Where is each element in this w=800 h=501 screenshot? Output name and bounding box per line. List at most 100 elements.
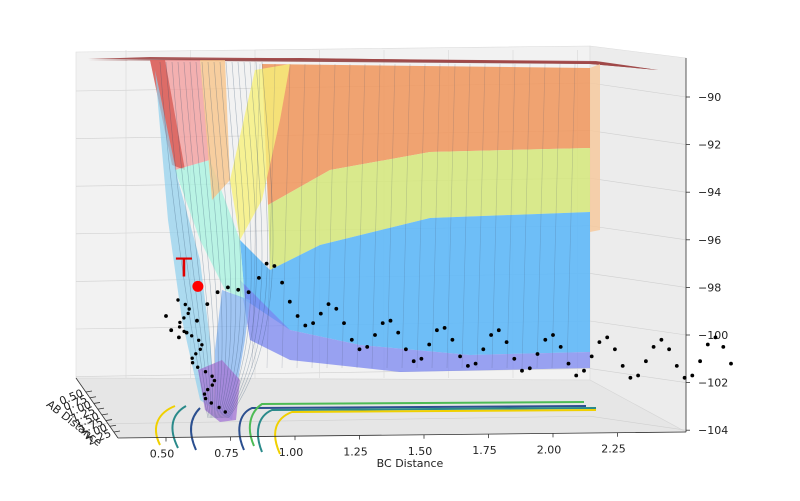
mesh-line (219, 61, 237, 419)
x-axis-label: BC Distance (377, 457, 444, 470)
well-trajectory-point (177, 325, 182, 329)
y-tick-mark (97, 407, 105, 410)
blue-channel (240, 212, 590, 355)
trajectory-point (287, 299, 292, 304)
trajectory-point (427, 342, 432, 347)
mesh-line (341, 63, 351, 369)
mesh-line (171, 61, 211, 419)
y-axis-ticks: 0.500.751.001.251.501.752.002.25 (58, 387, 121, 448)
mesh-line (311, 63, 321, 369)
well-trajectory-point (203, 370, 208, 374)
z-grid-line-side (589, 82, 687, 98)
red-strip (150, 60, 185, 170)
trajectory-point (698, 359, 702, 364)
well-trajectory-point (190, 334, 194, 338)
z-grid-line-side (589, 225, 687, 241)
z-tick-label: −94 (698, 186, 721, 199)
transition-state-marker (192, 280, 204, 292)
mesh-line (356, 63, 366, 369)
trajectory-point (342, 321, 346, 325)
y-tick-mark (109, 424, 117, 427)
z-grid-line-side (589, 177, 687, 193)
y-tick-mark (93, 402, 101, 404)
well-trajectory-point (186, 311, 190, 316)
mesh-line (228, 61, 274, 419)
mesh-line (201, 61, 223, 419)
orange-wedge (200, 60, 230, 200)
z-axis-ticks: −90 −92 −94 −96 −98 −100 −102 −104 (686, 91, 728, 437)
trajectory-point (236, 287, 241, 292)
trajectory-point (481, 347, 486, 352)
mesh-line (461, 63, 471, 369)
well-trajectory-point (200, 343, 204, 347)
x-axis-ticks: 0.50 0.75 1.00 1.25 1.50 1.75 2.00 2.25 (150, 432, 626, 460)
well-trajectory-point (203, 396, 208, 401)
well-trajectory-point (190, 361, 195, 365)
z-grid-line-side (589, 320, 687, 336)
light-cyan-region (175, 160, 245, 300)
trajectory-point (520, 368, 524, 373)
well-left-wall (155, 70, 215, 410)
z-grid-line (75, 415, 591, 425)
y-tick-mark (85, 390, 93, 393)
x-tick-label: 2.00 (537, 443, 562, 456)
trajectory-point (380, 321, 385, 325)
z-tick-label: −90 (698, 91, 721, 104)
z-grid-line (75, 368, 591, 377)
mesh-line (506, 63, 516, 369)
well-trajectory-point (212, 378, 217, 383)
x-axis-line (117, 431, 687, 439)
trajectory-point (504, 340, 509, 344)
well-trajectory-point (182, 329, 186, 334)
mesh-line (476, 63, 486, 369)
trajectory-point (659, 337, 664, 342)
trajectory-point (713, 335, 718, 340)
x-tick-label: 1.00 (279, 446, 304, 459)
mesh-line (220, 61, 242, 419)
mesh-line (491, 63, 501, 369)
z-grid-line-side (589, 130, 687, 145)
trajectory-point (644, 359, 648, 364)
z-grid-line-side (589, 273, 687, 288)
x-tick-label: 1.75 (472, 444, 497, 457)
y-tick-mark (89, 396, 97, 399)
trajectory-point (365, 345, 370, 349)
z-tick-label: −92 (698, 139, 721, 152)
trajectory-point (620, 364, 625, 368)
trajectory-point (496, 328, 501, 333)
y-tick-mark (105, 419, 113, 421)
trajectory-point (264, 261, 269, 266)
trajectory-point (667, 347, 671, 352)
trajectory-point (543, 337, 548, 342)
trajectory-point (512, 356, 517, 361)
transition-state-label: T (175, 253, 192, 283)
well-trajectory-point (210, 374, 214, 378)
x-tick-label: 1.50 (408, 445, 433, 458)
x-tick-label: 2.25 (601, 443, 626, 456)
trajectory-point (473, 361, 478, 366)
floor-contours (155, 401, 597, 455)
plateau-sheet-top (88, 57, 658, 70)
well-trajectory-point (197, 338, 201, 342)
trajectory-point (558, 345, 563, 349)
mesh-line (326, 63, 336, 369)
trajectory-point (458, 354, 462, 359)
trajectory-point (574, 373, 579, 378)
trajectory-point (303, 323, 308, 328)
trajectory-point (729, 361, 733, 366)
trajectory-point (404, 347, 408, 352)
mesh-line (551, 63, 561, 369)
trajectory-point (215, 290, 220, 295)
well-trajectory-point (178, 320, 182, 325)
well-trajectory (176, 298, 227, 414)
trajectory-point (682, 375, 687, 380)
well-trajectory-point (209, 401, 213, 405)
trajectory-point (205, 302, 210, 306)
mesh-line (222, 61, 247, 419)
trajectory-point (411, 359, 416, 364)
trajectory-point (466, 364, 470, 368)
contour-teal-right (256, 407, 597, 453)
trajectory-point (311, 321, 315, 325)
mesh-line (195, 61, 219, 419)
